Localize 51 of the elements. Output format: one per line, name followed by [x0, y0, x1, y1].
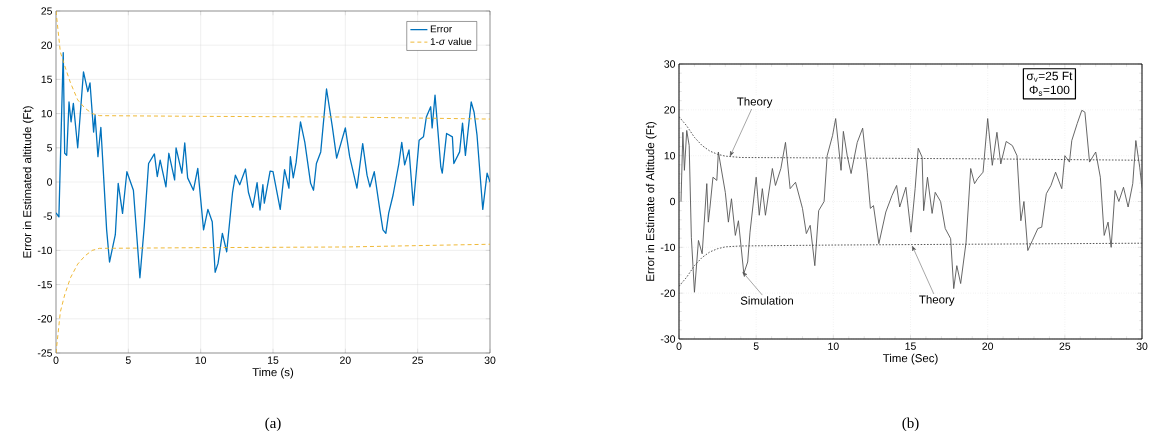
- x-tick-label: 0: [676, 342, 682, 350]
- y-tick-label: 15: [41, 75, 53, 84]
- text: (a): [265, 417, 281, 432]
- y-tick-label: -10: [660, 243, 676, 252]
- x-tick-label: 25: [412, 356, 424, 364]
- x-tick-label: 10: [828, 342, 839, 350]
- line-series: [679, 242, 1143, 287]
- y-tick-label: -10: [37, 246, 53, 255]
- x-tick-label: 5: [753, 342, 759, 350]
- x-axis-title: Time (Sec): [882, 353, 938, 365]
- y-tick-label: -25: [37, 349, 53, 357]
- annotation: Theory: [919, 295, 955, 306]
- y-axis-title: Error in Estimated altitude (Ft): [22, 106, 34, 258]
- x-tick-label: 25: [1059, 342, 1071, 350]
- text: (b): [902, 417, 919, 432]
- y-tick-label: -20: [37, 315, 53, 323]
- line-series: [56, 243, 490, 353]
- annotation: Simulation: [740, 296, 793, 305]
- annotation: Φ$_{s}$=100: [1029, 85, 1070, 96]
- y-tick-label: 10: [664, 151, 676, 160]
- y-tick-label: -20: [660, 289, 676, 297]
- y-tick-label: -15: [37, 280, 53, 289]
- y-tick-label: 20: [664, 106, 676, 114]
- x-tick-label: 0: [53, 356, 59, 364]
- x-tick-label: 30: [1136, 342, 1148, 350]
- y-tick-label: 20: [41, 41, 53, 49]
- y-tick-label: 0: [670, 197, 676, 206]
- x-tick-label: 5: [125, 356, 131, 364]
- y-tick-label: -30: [660, 335, 676, 343]
- line-series: [56, 52, 490, 279]
- line-series: [56, 11, 490, 120]
- legend-label: Error: [430, 25, 453, 33]
- x-tick-label: 30: [484, 356, 496, 364]
- y-tick-label: 25: [41, 7, 53, 15]
- legend-label: 1-σ value: [430, 37, 472, 46]
- y-tick-label: 0: [47, 178, 53, 186]
- x-tick-label: 20: [340, 356, 351, 364]
- x-axis-title: Time (s): [252, 367, 294, 379]
- x-tick-label: 10: [195, 356, 207, 364]
- annotation: Theory: [737, 97, 773, 108]
- line-series: [680, 109, 1143, 293]
- y-tick-label: 30: [664, 60, 676, 68]
- y-axis-title: Error in Estimate of Altitude (Ft): [645, 122, 657, 281]
- x-tick-label: 20: [982, 342, 994, 350]
- y-tick-label: 5: [47, 144, 53, 152]
- y-tick-label: 10: [41, 109, 53, 118]
- x-tick-label: 15: [267, 356, 279, 364]
- annotation: σ$_{v}$=25 Ft: [1026, 71, 1073, 82]
- line-series: [679, 116, 1143, 161]
- y-tick-label: -5: [43, 212, 53, 220]
- x-tick-label: 15: [905, 342, 916, 350]
